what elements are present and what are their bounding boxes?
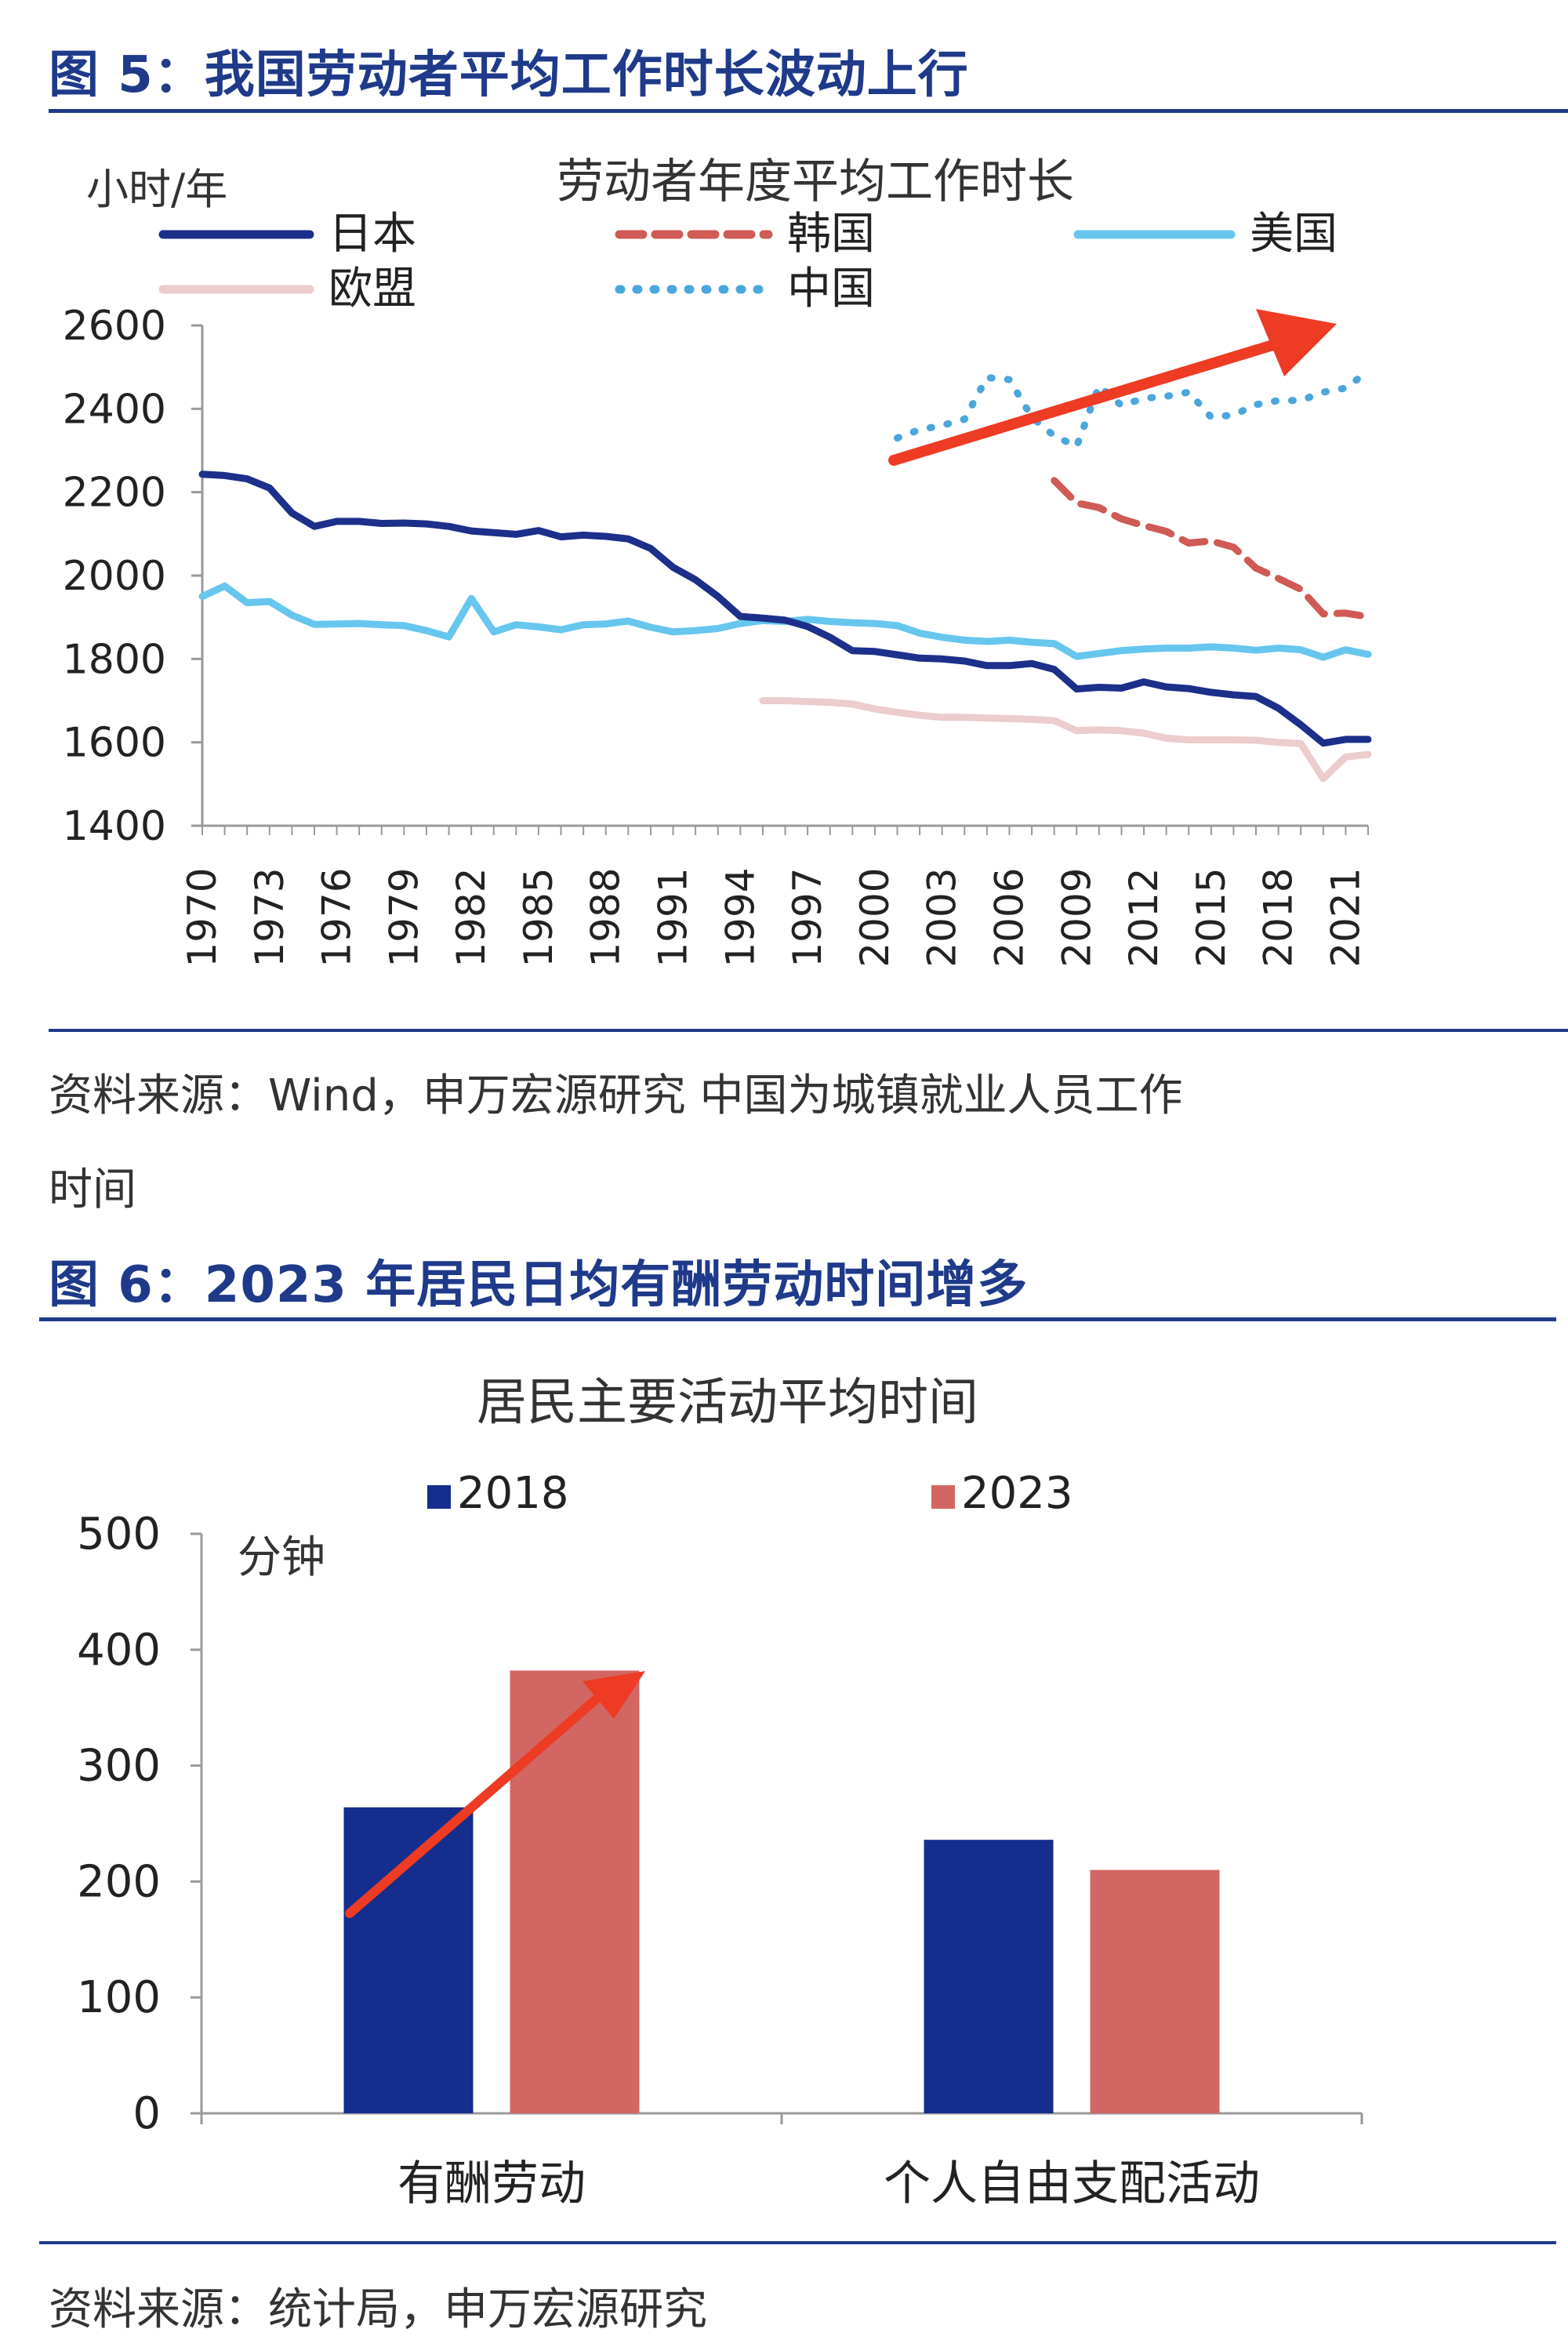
chart6-bars: [343, 1670, 1220, 2113]
chart5-line-日本: [198, 470, 1372, 747]
chart6-title: 居民主要活动平均时间: [477, 1374, 978, 1432]
chart5-x-tick-label: 1982: [448, 867, 494, 967]
figure6-heading-rule: [39, 1317, 1556, 1321]
chart5-x-tick-label: 1979: [381, 867, 426, 967]
chart5-x-tick-label: 2015: [1189, 867, 1234, 967]
chart6-y-tick-label: 100: [77, 1972, 161, 2023]
chart5-line-欧盟: [759, 697, 1372, 783]
chart5-y-tick-label: 1400: [63, 803, 166, 850]
figure6-source: 资料来源：统计局，申万宏源研究: [49, 2284, 707, 2335]
chart5-x-tick-label: 2012: [1121, 867, 1167, 967]
chart5-x-tick-label: 1976: [314, 867, 360, 967]
chart6-bar-2023-个人自由支配活动: [1090, 1869, 1220, 2113]
figure5-heading: 图 5：我国劳动者平均工作时长波动上行: [49, 46, 969, 104]
chart5-x-tick-label: 1988: [583, 867, 629, 967]
chart5-y-tick-label: 2400: [63, 386, 166, 433]
chart6-y-tick-label: 400: [77, 1625, 161, 1676]
chart5-axes: 1400 1600 1800 2000 2200 2400 2600 1970 1973 1976…: [63, 303, 1369, 968]
figure5-heading-rule: [49, 109, 1568, 113]
chart5-x-tick-label: 1970: [180, 867, 225, 967]
chart6-y-tick-label: 0: [132, 2088, 161, 2139]
chart5-x-tick-label: 1991: [651, 867, 696, 967]
chart6-y-tick-label: 200: [77, 1856, 161, 1907]
figure5-source-rule: [49, 1029, 1568, 1032]
chart5-x-tick-label: 1973: [247, 867, 292, 967]
chart5-x-tick-label: 1997: [785, 867, 830, 967]
chart6-legend-swatch-2018: [427, 1485, 451, 1509]
chart6-axes: 0 100 200 300 400 500 有酬劳动 个人自由支配活动: [77, 1509, 1363, 2211]
chart5-x-tick-label: 2000: [852, 867, 898, 967]
chart5-line-中国: [894, 368, 1372, 450]
chart6-bar-2023-有酬劳动: [510, 1670, 640, 2113]
figure5-source-line2: 时间: [49, 1164, 136, 1215]
chart5-y-tick-label: 2600: [63, 303, 166, 350]
chart5-x-tick-label: 2003: [920, 867, 965, 967]
chart5-legend-label-中国: 中国: [787, 263, 875, 314]
chart5-y-tick-label: 2000: [63, 553, 166, 600]
chart6-bar-2018-有酬劳动: [343, 1807, 474, 2113]
chart5-legend-label-韩国: 韩国: [787, 209, 875, 260]
chart6-legend-swatch-2023: [931, 1485, 955, 1509]
chart6-trend-arrow: [345, 1671, 645, 1918]
activity-time-bar-chart: 居民主要活动平均时间 2018 2023 分钟 0 100 200 300 400 500 有…: [77, 1374, 1363, 2211]
chart5-x-tick-label: 2009: [1054, 867, 1099, 967]
chart5-line-韩国: [1051, 477, 1372, 621]
chart5-x-tick-label: 2021: [1323, 867, 1368, 967]
chart5-legend-label-日本: 日本: [328, 209, 416, 260]
chart6-y-tick-label: 500: [77, 1509, 161, 1560]
chart5-legend-label-欧盟: 欧盟: [328, 263, 416, 314]
chart5-title: 劳动者年度平均工作时长: [557, 154, 1074, 209]
chart5-trend-arrow: [888, 309, 1337, 466]
chart5-x-tick-label: 2018: [1256, 867, 1301, 967]
chart5-legend-label-美国: 美国: [1250, 209, 1338, 260]
chart5-y-axis-unit: 小时/年: [86, 165, 227, 214]
chart5-x-tick-label: 1985: [516, 867, 561, 967]
chart5-series-lines: [198, 368, 1372, 783]
chart6-y-axis-unit: 分钟: [238, 1532, 325, 1583]
figure6-heading: 图 6：2023 年居民日均有酬劳动时间增多: [49, 1256, 1029, 1314]
chart6-x-category-label: 有酬劳动: [397, 2156, 586, 2211]
figure5-source-line1: 资料来源：Wind，申万宏源研究 中国为城镇就业人员工作: [49, 1070, 1183, 1121]
chart6-legend-label-2018: 2018: [457, 1468, 569, 1519]
chart6-legend-label-2023: 2023: [961, 1468, 1073, 1519]
chart5-y-tick-label: 1800: [63, 636, 166, 683]
chart6-legend: 2018 2023: [427, 1468, 1073, 1519]
chart6-y-tick-label: 300: [77, 1741, 161, 1792]
chart5-x-tick-label: 1994: [717, 867, 763, 967]
figure6-source-rule: [39, 2241, 1556, 2244]
chart5-y-tick-label: 2200: [63, 470, 166, 517]
chart6-bar-2018-个人自由支配活动: [924, 1840, 1054, 2113]
chart5-x-tick-label: 2006: [986, 867, 1032, 967]
chart6-x-category-label: 个人自由支配活动: [884, 2156, 1260, 2211]
chart5-y-tick-label: 1600: [63, 720, 166, 767]
